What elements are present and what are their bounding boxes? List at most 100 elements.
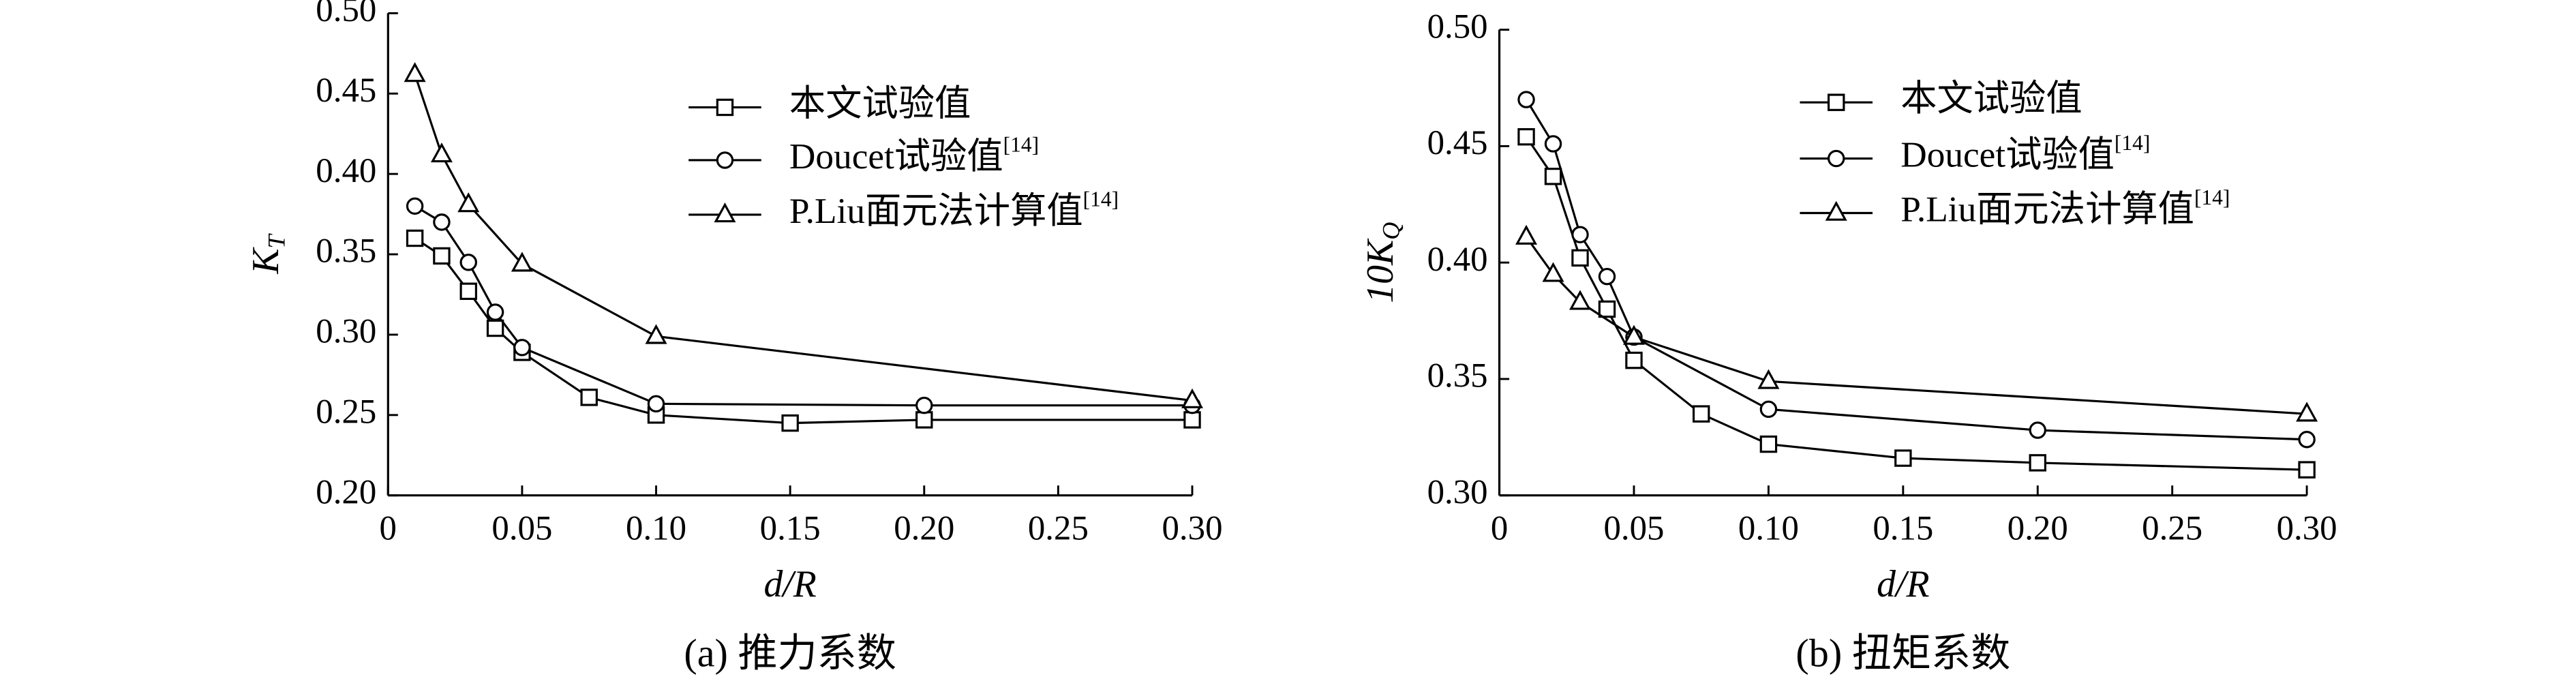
legend-label: Doucet试验值[14] bbox=[789, 133, 1039, 177]
marker bbox=[459, 254, 477, 271]
marker bbox=[1183, 411, 1201, 429]
marker bbox=[1894, 449, 1912, 467]
marker bbox=[1569, 290, 1592, 310]
y-tick-label: 0.25 bbox=[316, 393, 376, 432]
legend-marker bbox=[1828, 149, 1845, 168]
legend-note: [14] bbox=[2194, 185, 2230, 209]
marker bbox=[1181, 388, 1203, 408]
legend-name: 本文试验值 bbox=[789, 84, 971, 124]
series-line bbox=[414, 237, 1193, 425]
marker bbox=[2298, 461, 2316, 479]
marker bbox=[430, 142, 453, 163]
marker bbox=[781, 414, 799, 432]
legend-name: P.Liu面元法计算值 bbox=[789, 191, 1083, 231]
y-axis-label-sub: T bbox=[263, 233, 290, 249]
marker bbox=[1544, 135, 1562, 153]
marker bbox=[404, 62, 426, 82]
marker bbox=[1623, 324, 1645, 345]
x-tick-label: 0.05 bbox=[1603, 510, 1664, 548]
series-line bbox=[414, 74, 1193, 402]
marker bbox=[915, 411, 933, 429]
y-axis-label-main: K bbox=[245, 247, 287, 275]
marker bbox=[2029, 454, 2046, 472]
marker bbox=[486, 319, 504, 337]
marker bbox=[1542, 262, 1564, 282]
legend-name: P.Liu面元法计算值 bbox=[1900, 190, 2194, 230]
y-axis-label: KT bbox=[245, 233, 290, 275]
marker bbox=[2298, 431, 2316, 449]
marker bbox=[1757, 369, 1780, 389]
x-axis-label: d/R bbox=[763, 563, 816, 605]
y-tick-label: 0.45 bbox=[1427, 124, 1488, 162]
marker bbox=[645, 324, 667, 344]
marker bbox=[1692, 405, 1710, 423]
y-tick-label: 0.50 bbox=[316, 0, 376, 29]
legend-note: [14] bbox=[1083, 187, 1119, 211]
legend-label: Doucet试验值[14] bbox=[1900, 131, 2150, 175]
caption: (a) 推力系数 bbox=[684, 631, 896, 675]
marker bbox=[1544, 168, 1562, 185]
legend-label: 本文试验值 bbox=[1900, 78, 2082, 119]
y-tick-label: 0.20 bbox=[316, 473, 376, 511]
legend-name: 本文试验值 bbox=[1900, 78, 2082, 119]
x-tick-label: 0 bbox=[1491, 510, 1508, 548]
legend-marker bbox=[1825, 200, 1847, 221]
x-tick-label: 0.15 bbox=[760, 510, 821, 548]
marker bbox=[1571, 249, 1589, 267]
marker bbox=[1598, 300, 1616, 318]
marker bbox=[1598, 267, 1616, 286]
x-tick-label: 0.20 bbox=[894, 510, 954, 548]
marker bbox=[459, 282, 477, 300]
y-tick-label: 0.40 bbox=[316, 152, 376, 190]
x-tick-label: 0.20 bbox=[2007, 510, 2068, 548]
x-tick-label: 0 bbox=[380, 510, 397, 548]
marker bbox=[513, 339, 531, 357]
x-axis-label: d/R bbox=[1877, 563, 1929, 605]
caption: (b) 扭矩系数 bbox=[1795, 631, 2010, 675]
legend-label: 本文试验值 bbox=[789, 84, 971, 124]
legend-name: Doucet试验值 bbox=[789, 136, 1003, 177]
y-tick-label: 0.40 bbox=[1427, 241, 1488, 279]
legend-note: [14] bbox=[2115, 131, 2150, 155]
y-axis-label-text: KT bbox=[245, 233, 290, 275]
marker bbox=[1759, 400, 1778, 419]
marker bbox=[1759, 435, 1778, 453]
y-tick-label: 0.45 bbox=[316, 72, 376, 110]
y-axis-label-main: 10K bbox=[1359, 238, 1401, 303]
marker bbox=[1625, 351, 1643, 369]
legend-marker bbox=[1828, 93, 1845, 111]
marker bbox=[457, 192, 480, 213]
legend-note: [14] bbox=[1003, 133, 1039, 157]
y-axis-label: 10KQ bbox=[1359, 222, 1405, 303]
marker bbox=[1517, 91, 1535, 108]
marker bbox=[406, 197, 424, 215]
series-line bbox=[1525, 236, 2307, 415]
series-line bbox=[1525, 136, 2307, 471]
y-tick-label: 0.30 bbox=[316, 313, 376, 351]
y-axis-label-text: 10KQ bbox=[1359, 222, 1405, 303]
marker bbox=[1517, 128, 1535, 146]
marker bbox=[2296, 402, 2318, 422]
marker bbox=[1515, 224, 1538, 245]
legend-marker bbox=[716, 98, 734, 117]
x-tick-label: 0.15 bbox=[1873, 510, 1933, 548]
marker bbox=[511, 252, 533, 272]
legend-label: P.Liu面元法计算值[14] bbox=[789, 187, 1119, 231]
y-tick-label: 0.35 bbox=[316, 232, 376, 271]
marker bbox=[486, 303, 504, 321]
series-line bbox=[1525, 99, 2307, 441]
y-tick-label: 0.35 bbox=[1427, 357, 1488, 395]
y-tick-label: 0.50 bbox=[1427, 7, 1488, 46]
x-tick-label: 0.25 bbox=[1028, 510, 1089, 548]
y-tick-label: 0.30 bbox=[1427, 473, 1488, 511]
x-tick-label: 0.30 bbox=[2277, 510, 2337, 548]
marker bbox=[647, 395, 665, 413]
marker bbox=[1571, 226, 1589, 243]
x-tick-label: 0.25 bbox=[2142, 510, 2202, 548]
legend-marker bbox=[714, 202, 736, 223]
marker bbox=[406, 229, 424, 247]
series-line bbox=[414, 205, 1193, 407]
marker bbox=[580, 389, 598, 406]
